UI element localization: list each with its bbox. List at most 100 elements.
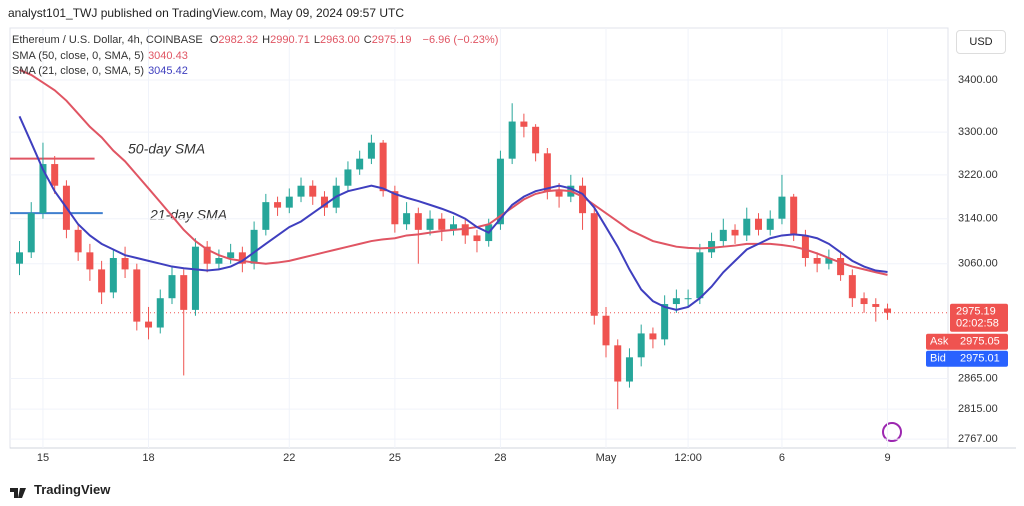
ohlc-value: 2982.32 — [218, 34, 259, 46]
candle-body — [367, 142, 375, 159]
candle-body — [743, 218, 751, 236]
bid-value: 2975.01 — [960, 353, 1000, 365]
candle-body — [309, 185, 317, 197]
y-tick-label: 3060.00 — [958, 258, 998, 270]
candle-body — [813, 258, 821, 264]
candle-body — [98, 269, 106, 293]
candle-body — [262, 202, 270, 230]
legend-row: SMA (21, close, 0, SMA, 5) 3045.42 — [12, 65, 192, 77]
x-tick-label: May — [596, 452, 617, 464]
bid-tag — [926, 350, 1008, 367]
candle-body — [180, 275, 188, 310]
candle-body — [426, 218, 434, 230]
candle-body — [285, 196, 293, 208]
candle-body — [238, 252, 246, 264]
annotation: 50-day SMA — [128, 141, 205, 157]
change: −6.96 (−0.23%) — [422, 34, 499, 46]
logo — [10, 488, 26, 498]
ohlc-value: 2963.00 — [319, 34, 360, 46]
candle-body — [778, 196, 786, 219]
ohlc-value: 2990.71 — [270, 34, 310, 46]
candle-body — [825, 258, 833, 264]
candle-body — [754, 218, 762, 230]
candle-body — [696, 252, 704, 299]
legend-value: 3040.43 — [148, 50, 188, 62]
candle-body — [614, 345, 622, 382]
footer-brand: TradingView — [34, 482, 111, 497]
candle-body — [661, 304, 669, 340]
candle-body — [414, 213, 422, 230]
candle-body — [837, 258, 845, 276]
x-tick-label: 6 — [779, 452, 785, 464]
candle-body — [109, 258, 117, 293]
legend-row: SMA (50, close, 0, SMA, 5) 3040.43 — [12, 50, 192, 62]
legend-name: SMA (21, close, 0, SMA, 5) — [12, 65, 145, 77]
ohlc-value: 2975.19 — [371, 34, 412, 46]
candle-body — [156, 298, 164, 328]
icon — [882, 422, 902, 442]
candle-body — [297, 185, 305, 197]
y-tick-label: 2865.00 — [958, 372, 998, 384]
candle-body — [356, 158, 364, 170]
x-tick-label: 25 — [389, 452, 401, 464]
candle-body — [403, 213, 411, 225]
candle-body — [473, 235, 481, 242]
x-tick-label: 18 — [142, 452, 154, 464]
candle-body — [203, 246, 211, 264]
candle-body — [450, 224, 458, 230]
candle-body — [719, 229, 727, 242]
candle-body — [872, 304, 880, 307]
x-tick-label: 22 — [283, 452, 295, 464]
candle-body — [461, 224, 469, 236]
series-name: Ethereum / U.S. Dollar, 4h, COINBASE — [12, 34, 203, 46]
x-tick-label: 15 — [37, 452, 49, 464]
candle-body — [250, 229, 258, 264]
legend-name: SMA (50, close, 0, SMA, 5) — [12, 50, 145, 62]
candle-body — [731, 229, 739, 236]
y-tick-label: 2767.00 — [958, 433, 998, 445]
ask-tag — [926, 333, 1008, 350]
annotation: 21-day SMA — [149, 207, 227, 223]
candle-body — [74, 229, 82, 253]
ohlc-values: O2982.32 H2990.71 L2963.00 C2975.19 — [210, 34, 416, 46]
y-tick-label: 3140.00 — [958, 213, 998, 225]
candle-body — [520, 121, 528, 127]
bid-label: Bid — [930, 353, 946, 365]
x-tick-label: 9 — [884, 452, 890, 464]
candle-body — [684, 298, 692, 300]
candle-body — [39, 164, 47, 214]
ohlc-key: O — [209, 34, 219, 46]
candle-body — [438, 218, 446, 230]
price-tag — [950, 303, 1008, 332]
candle-body — [790, 196, 798, 236]
ohlc-key: C — [363, 34, 372, 46]
y-tick-label: 3400.00 — [958, 74, 998, 86]
candle-body — [637, 333, 645, 358]
candle-body — [672, 298, 680, 305]
sma-line — [18, 115, 888, 311]
candle-body — [27, 213, 35, 253]
candle-body — [227, 252, 235, 259]
candle-body — [579, 185, 587, 214]
candle-body — [801, 235, 809, 259]
ohlc-key: L — [313, 34, 320, 46]
candle-body — [532, 126, 540, 154]
price-tag-countdown: 02:02:58 — [956, 318, 999, 330]
header-title: analyst101_TWJ published on TradingView.… — [8, 6, 404, 20]
x-tick-label: 28 — [494, 452, 506, 464]
candle-body — [884, 308, 892, 313]
candle-body — [543, 153, 551, 192]
ohlc-legend: Ethereum / U.S. Dollar, 4h, COINBASE O29… — [12, 34, 502, 46]
candle-body — [555, 191, 563, 197]
candle-body — [51, 164, 59, 186]
candle-body — [860, 298, 868, 305]
candle-body — [708, 241, 716, 253]
candle-body — [590, 213, 598, 316]
price-tag-value: 2975.19 — [956, 306, 996, 318]
currency-button[interactable]: USD — [956, 30, 1006, 54]
x-tick-label: 12:00 — [674, 452, 702, 464]
y-tick-label: 2815.00 — [958, 403, 998, 415]
candle-body — [625, 357, 633, 382]
